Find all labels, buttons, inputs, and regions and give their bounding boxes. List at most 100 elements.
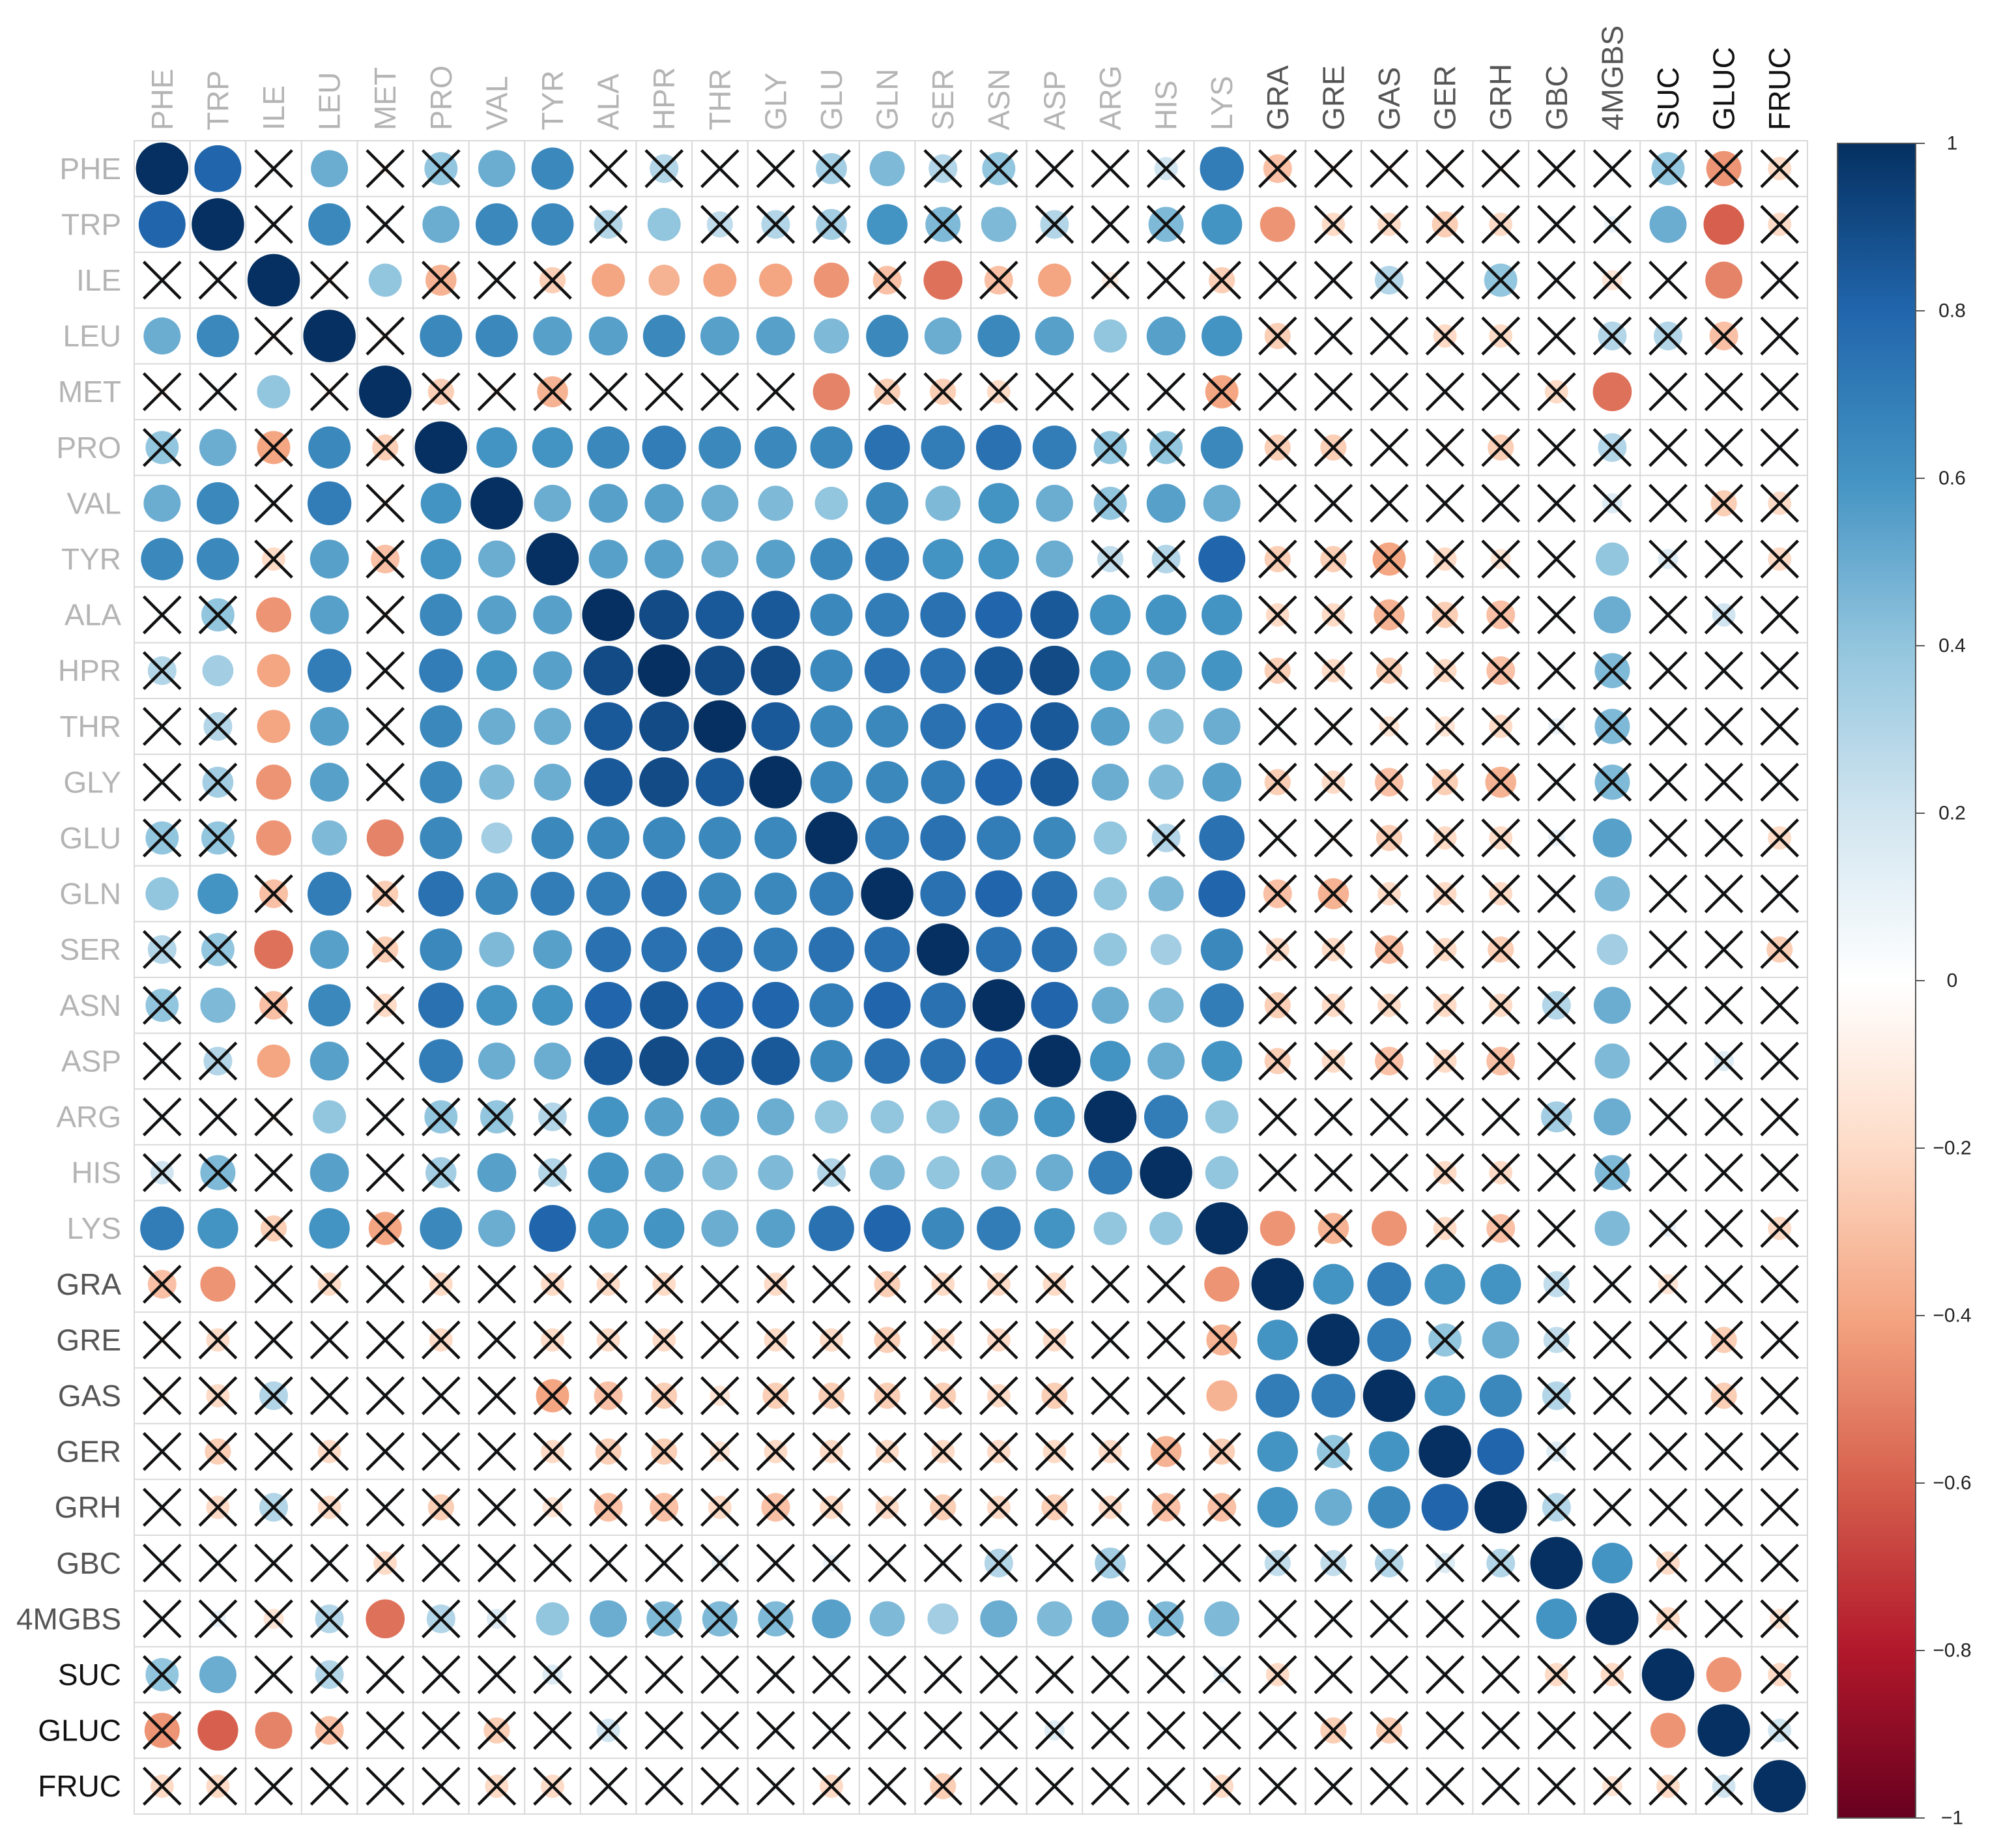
cell-GAS-HIS xyxy=(1146,1376,1186,1415)
correlation-circle xyxy=(751,702,800,751)
row-label-TYR: TYR xyxy=(61,542,121,576)
cell-FRUC-GER xyxy=(1425,1767,1465,1806)
cell-GLU-MET xyxy=(366,819,404,857)
cell-GER-SUC xyxy=(1649,1432,1688,1471)
cell-GRA-ARG xyxy=(1091,1264,1130,1304)
insignificant-cross-stroke xyxy=(1760,930,1800,970)
correlation-circle xyxy=(695,646,745,696)
cell-GRE-HPR xyxy=(644,1320,684,1360)
cell-GLU-LYS xyxy=(1199,815,1245,861)
insignificant-cross-stroke xyxy=(198,1599,238,1639)
correlation-circle xyxy=(476,427,517,468)
cell-LYS-HIS xyxy=(1149,1211,1183,1245)
cell-ASP-PHE xyxy=(142,1041,182,1081)
colorbar-tick-label: 1 xyxy=(1947,133,1958,154)
insignificant-cross-stroke xyxy=(1035,1432,1074,1471)
row-label-SER: SER xyxy=(59,932,121,966)
cell-ASP-ALA xyxy=(584,1037,633,1086)
cell-HIS-ASN xyxy=(981,1155,1016,1190)
column-label-THR: THR xyxy=(703,68,737,130)
insignificant-cross-stroke xyxy=(1649,1264,1688,1304)
cell-SER-ASP xyxy=(1031,927,1078,973)
insignificant-cross-stroke xyxy=(198,1543,238,1583)
cell-PRO-GLY xyxy=(754,426,797,469)
insignificant-cross-stroke xyxy=(1704,1097,1744,1136)
insignificant-cross-stroke xyxy=(1035,1767,1074,1806)
cell-ILE-ILE xyxy=(247,253,300,307)
cell-HIS-GLU xyxy=(812,1153,851,1192)
insignificant-cross-stroke xyxy=(1425,483,1465,523)
insignificant-cross-stroke xyxy=(254,1376,293,1415)
cell-THR-PRO xyxy=(420,705,463,748)
insignificant-cross-stroke xyxy=(477,1376,517,1415)
cell-THR-GLY xyxy=(751,702,800,751)
cell-GBC-GER xyxy=(1425,1543,1465,1583)
insignificant-cross-stroke xyxy=(867,261,907,300)
insignificant-cross-stroke xyxy=(142,1376,182,1415)
correlation-circle xyxy=(920,871,966,917)
insignificant-cross-stroke xyxy=(1481,762,1521,802)
cell-SER-GRH xyxy=(1481,930,1521,970)
cell-GLUC-GAS xyxy=(1370,1710,1409,1750)
correlation-circle xyxy=(864,648,910,694)
insignificant-cross-stroke xyxy=(1760,261,1800,300)
cell-TYR-ALA xyxy=(588,540,628,579)
correlation-circle xyxy=(308,426,351,469)
cell-GAS-GLN xyxy=(867,1376,907,1415)
cell-TYR-GAS xyxy=(1370,540,1409,579)
cell-TYR-ILE xyxy=(254,540,293,579)
insignificant-cross-stroke xyxy=(756,1767,796,1806)
cell-PRO-SER xyxy=(921,425,965,470)
cell-GLUC-LEU xyxy=(310,1710,349,1750)
cell-ASN-SUC xyxy=(1649,985,1688,1025)
cell-GRA-HIS xyxy=(1146,1264,1186,1304)
correlation-circle xyxy=(695,590,744,639)
cell-FRUC-SER xyxy=(923,1767,963,1806)
cell-MET-THR xyxy=(700,372,740,412)
cell-VAL-4MGBS xyxy=(1592,483,1632,523)
cell-GBC-GRA xyxy=(1258,1543,1297,1583)
cell-GLY-TYR xyxy=(534,763,571,801)
cell-MET-HIS xyxy=(1146,372,1186,412)
correlation-circle xyxy=(1035,540,1073,578)
cell-TYR-GER xyxy=(1425,540,1465,579)
cell-GLY-ASN xyxy=(975,758,1022,806)
cell-4MGBS-TYR xyxy=(536,1602,569,1636)
insignificant-cross-stroke xyxy=(1536,1767,1576,1806)
column-label-HPR: HPR xyxy=(647,67,681,130)
correlation-circle xyxy=(1367,1262,1411,1306)
insignificant-cross-stroke xyxy=(1425,1209,1465,1248)
correlation-circle xyxy=(419,1039,463,1084)
insignificant-cross-stroke xyxy=(867,1320,907,1360)
cell-GRH-PHE xyxy=(142,1488,182,1527)
cell-LEU-HPR xyxy=(642,315,685,358)
cell-GLY-FRUC xyxy=(1760,762,1800,802)
insignificant-cross-stroke xyxy=(198,818,238,858)
cell-LEU-VAL xyxy=(475,315,518,358)
cell-HIS-TRP xyxy=(198,1153,238,1192)
cell-TYR-SER xyxy=(923,538,964,580)
cell-ASN-TYR xyxy=(532,985,573,1026)
insignificant-cross-stroke xyxy=(923,1320,963,1360)
correlation-circle xyxy=(809,871,854,916)
cell-GRA-GRE xyxy=(1313,1263,1354,1305)
cell-ALA-SER xyxy=(920,592,966,638)
cell-GER-PHE xyxy=(142,1432,182,1471)
column-label-ILE: ILE xyxy=(257,85,291,130)
insignificant-cross-stroke xyxy=(533,372,572,412)
insignificant-cross-stroke xyxy=(1536,930,1576,970)
cell-PHE-HIS xyxy=(1146,149,1186,188)
cell-PHE-GLUC xyxy=(1704,149,1744,188)
insignificant-cross-stroke xyxy=(1649,1432,1688,1471)
correlation-circle xyxy=(1093,319,1127,353)
cell-FRUC-TRP xyxy=(198,1767,238,1806)
cell-LYS-VAL xyxy=(478,1209,515,1247)
insignificant-cross-stroke xyxy=(142,651,182,691)
correlation-circle xyxy=(863,1205,911,1252)
cell-HPR-PRO xyxy=(419,648,463,693)
insignificant-cross-stroke xyxy=(1202,1710,1242,1750)
insignificant-cross-stroke xyxy=(310,1655,349,1694)
cell-MET-ASP xyxy=(1035,372,1074,412)
insignificant-cross-stroke xyxy=(1425,149,1465,188)
correlation-circle xyxy=(1147,1042,1185,1080)
